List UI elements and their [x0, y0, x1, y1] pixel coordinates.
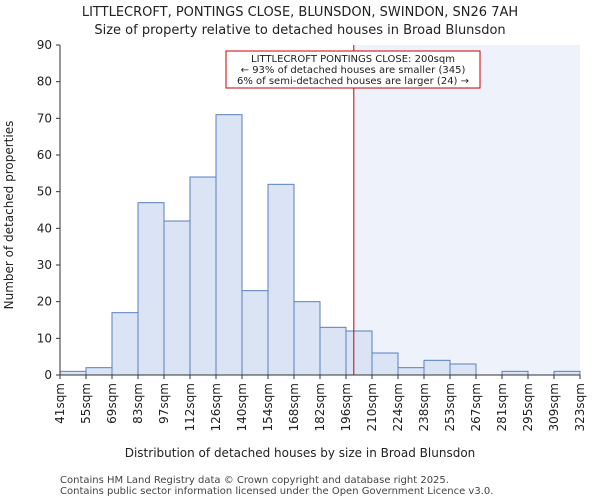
x-tick-label-97sqm: 97sqm	[157, 383, 171, 424]
annotation-line-1: LITTLECROFT PONTINGS CLOSE: 200sqm	[251, 54, 455, 65]
bar-182sqm	[319, 326, 347, 376]
y-tick-label-60: 60	[37, 148, 52, 162]
x-tick-label-168sqm: 168sqm	[287, 383, 301, 431]
annotation-box: LITTLECROFT PONTINGS CLOSE: 200sqm ← 93%…	[225, 50, 481, 89]
larger-properties-region	[353, 45, 580, 375]
x-tick-label-323sqm: 323sqm	[573, 383, 587, 431]
x-tick-label-154sqm: 154sqm	[261, 383, 275, 431]
x-tick-label-69sqm: 69sqm	[105, 383, 119, 424]
y-tick-label-20: 20	[37, 295, 52, 309]
bar-154sqm	[267, 183, 295, 376]
footer-line-2: Contains public sector information licen…	[60, 486, 493, 497]
axes-layer: 0 10 20 30 40 50 60 70 80 90 41sqm 55sqm 69sqm 83sqm 9…	[37, 38, 587, 431]
bars-layer	[59, 114, 581, 376]
x-tick-label-295sqm: 295sqm	[521, 383, 535, 431]
bar-168sqm	[293, 301, 321, 376]
bar-196sqm	[345, 330, 373, 376]
x-tick-label-267sqm: 267sqm	[469, 383, 483, 431]
bar-238sqm	[423, 359, 451, 376]
bar-69sqm	[111, 312, 139, 376]
x-tick-label-55sqm: 55sqm	[79, 383, 93, 424]
x-tick-label-196sqm: 196sqm	[339, 383, 353, 431]
x-tick-label-182sqm: 182sqm	[313, 383, 327, 431]
x-tick-label-83sqm: 83sqm	[131, 383, 145, 424]
bar-309sqm	[553, 370, 581, 376]
y-tick-label-80: 80	[37, 75, 52, 89]
bar-126sqm	[215, 114, 243, 376]
y-tick-label-50: 50	[37, 185, 52, 199]
y-axis-label: Number of detached properties	[2, 121, 16, 310]
chart-subtitle: Size of property relative to detached ho…	[94, 23, 505, 38]
x-tick-label-224sqm: 224sqm	[391, 383, 405, 431]
bar-83sqm	[137, 202, 165, 376]
annotation-line-3: 6% of semi-detached houses are larger (2…	[237, 76, 469, 87]
footer-line-1: Contains HM Land Registry data © Crown c…	[60, 475, 449, 486]
bar-112sqm	[189, 176, 217, 376]
y-tick-label-0: 0	[44, 368, 52, 382]
chart-title: LITTLECROFT, PONTINGS CLOSE, BLUNSDON, S…	[82, 5, 518, 20]
y-tick-label-40: 40	[37, 221, 52, 235]
bar-253sqm	[449, 363, 477, 376]
bar-281sqm	[501, 370, 529, 376]
x-tick-label-238sqm: 238sqm	[417, 383, 431, 431]
x-tick-label-112sqm: 112sqm	[183, 383, 197, 431]
x-tick-label-253sqm: 253sqm	[443, 383, 457, 431]
x-axis-label: Distribution of detached houses by size …	[125, 446, 476, 460]
x-tick-label-210sqm: 210sqm	[365, 383, 379, 431]
bar-55sqm	[85, 367, 113, 376]
y-tick-label-90: 90	[37, 38, 52, 52]
annotation-line-2: ← 93% of detached houses are smaller (34…	[241, 65, 466, 76]
bar-140sqm	[241, 290, 269, 376]
bar-97sqm	[163, 220, 191, 376]
bar-41sqm	[59, 370, 87, 376]
x-tick-label-309sqm: 309sqm	[547, 383, 561, 431]
y-tick-label-30: 30	[37, 258, 52, 272]
y-tick-label-70: 70	[37, 111, 52, 125]
y-tick-label-10: 10	[37, 331, 52, 345]
x-tick-label-140sqm: 140sqm	[235, 383, 249, 431]
bar-224sqm	[397, 367, 425, 376]
x-tick-label-281sqm: 281sqm	[495, 383, 509, 431]
x-tick-label-126sqm: 126sqm	[209, 383, 223, 431]
bar-210sqm	[371, 352, 399, 376]
x-tick-label-41sqm: 41sqm	[53, 383, 67, 424]
